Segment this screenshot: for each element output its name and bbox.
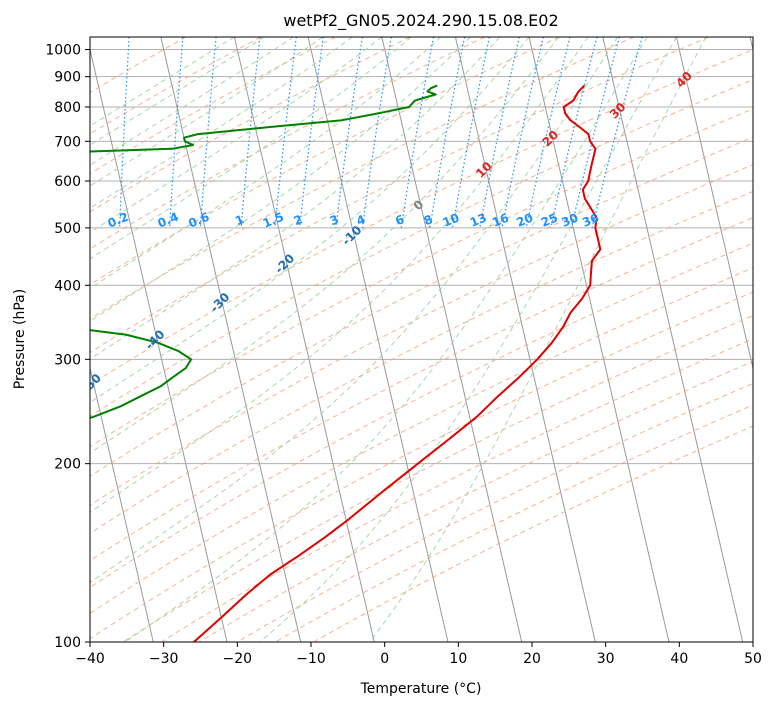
x-tick-label: 30 (597, 651, 615, 667)
isotherm-line (381, 37, 523, 642)
y-tick-label: 900 (54, 70, 81, 86)
mixing-ratio-line (335, 37, 363, 228)
temperature-profile (193, 84, 602, 642)
x-tick-label: 40 (670, 651, 688, 667)
dry-adiabat-line (160, 338, 753, 642)
dry-adiabat-line (122, 315, 753, 642)
x-tick-label: −40 (75, 651, 105, 667)
dry-adiabat-line (90, 136, 753, 477)
moist-adiabat-line (90, 37, 412, 260)
x-tick-label: −30 (149, 651, 179, 667)
mixing-ratio-line (451, 37, 490, 229)
moist-adiabat-line (90, 37, 618, 584)
mixing-ratio-label: 30 (560, 211, 581, 230)
isotherm-line (454, 37, 596, 642)
axes: −40 −30 −20 −10 0 10 20 30 40 50 100 200 300 400 500 60… (45, 43, 762, 667)
x-tick-label: 0 (380, 651, 389, 667)
y-tick-label: 300 (54, 352, 81, 368)
y-tick-label: 800 (54, 100, 81, 116)
dry-adiabat-line (90, 37, 336, 175)
mixing-ratio-label: 20 (514, 211, 535, 230)
plot-labels: 0.10.20.40.611.52346810131620253036-100-… (90, 69, 695, 396)
moist-adiabat-line (90, 37, 383, 233)
y-tick-label: 1000 (45, 43, 81, 59)
mixing-ratio-line (479, 37, 520, 229)
mixing-ratio-label: 25 (539, 211, 560, 230)
isotherm-line (675, 37, 753, 371)
mixing-ratio-line (299, 37, 324, 228)
mixing-ratio-line (550, 37, 598, 229)
isotherm-line (602, 37, 744, 642)
y-tick-label: 700 (54, 134, 81, 150)
dry-adiabat-line (90, 37, 411, 213)
x-tick-label: −10 (296, 651, 326, 667)
dry-adiabat-line (275, 404, 753, 642)
dry-adiabat-line (90, 242, 753, 588)
mixing-ratio-line (501, 37, 544, 229)
plot-lines (90, 37, 753, 642)
moist-adiabat-line (125, 37, 648, 642)
x-tick-label: 10 (449, 651, 467, 667)
mixing-ratio-line (274, 37, 297, 228)
moist-adiabat-line (90, 37, 500, 360)
isotherm-line (528, 37, 670, 642)
mixing-ratio-label: 36 (580, 211, 601, 230)
dry-adiabat-line (90, 49, 753, 386)
dry-adiabat-line (90, 267, 753, 614)
y-tick-label: 600 (54, 174, 81, 190)
mixing-ratio-line (361, 37, 392, 228)
mixing-ratio-line (525, 37, 571, 229)
dry-adiabat-line (90, 37, 709, 354)
x-tick-label: 50 (744, 651, 762, 667)
y-axis-label: Pressure (hPa) (12, 289, 28, 389)
y-tick-label: 400 (54, 278, 81, 294)
mixing-ratio-label: 16 (490, 211, 511, 230)
isotherm-line (233, 37, 375, 642)
y-tick-label: 100 (54, 635, 81, 651)
dry-adiabat-line (90, 190, 753, 534)
chart-title: wetPf2_GN05.2024.290.15.08.E02 (283, 11, 558, 31)
y-tick-label: 500 (54, 221, 81, 237)
x-axis-label: Temperature (°C) (360, 681, 482, 697)
moist-adiabat-line (90, 37, 530, 404)
mixing-ratio-label: 10 (441, 211, 462, 230)
mixing-ratio-line (400, 37, 435, 228)
mixing-ratio-label: 13 (468, 211, 489, 230)
mixing-ratio-line (570, 37, 621, 229)
moist-adiabat-line (90, 37, 265, 146)
isotherm-line (90, 366, 154, 642)
plot-area (90, 37, 753, 642)
y-tick-label: 200 (54, 457, 81, 473)
moist-adiabat-line (259, 37, 677, 642)
moist-adiabat-line (90, 37, 353, 209)
plot-frame (89, 36, 754, 643)
isotherm-line (90, 47, 228, 642)
moist-adiabat-line (90, 37, 559, 454)
dry-adiabat-line (90, 291, 753, 640)
dry-adiabat-line (90, 164, 753, 506)
x-tick-label: −20 (223, 651, 253, 667)
x-tick-label: 20 (523, 651, 541, 667)
moist-adiabat-line (90, 37, 589, 513)
moist-adiabat-line (369, 37, 707, 642)
mixing-ratio-line (429, 37, 466, 228)
dewpoint-profile (90, 84, 438, 420)
mixing-ratio-line (591, 37, 643, 229)
